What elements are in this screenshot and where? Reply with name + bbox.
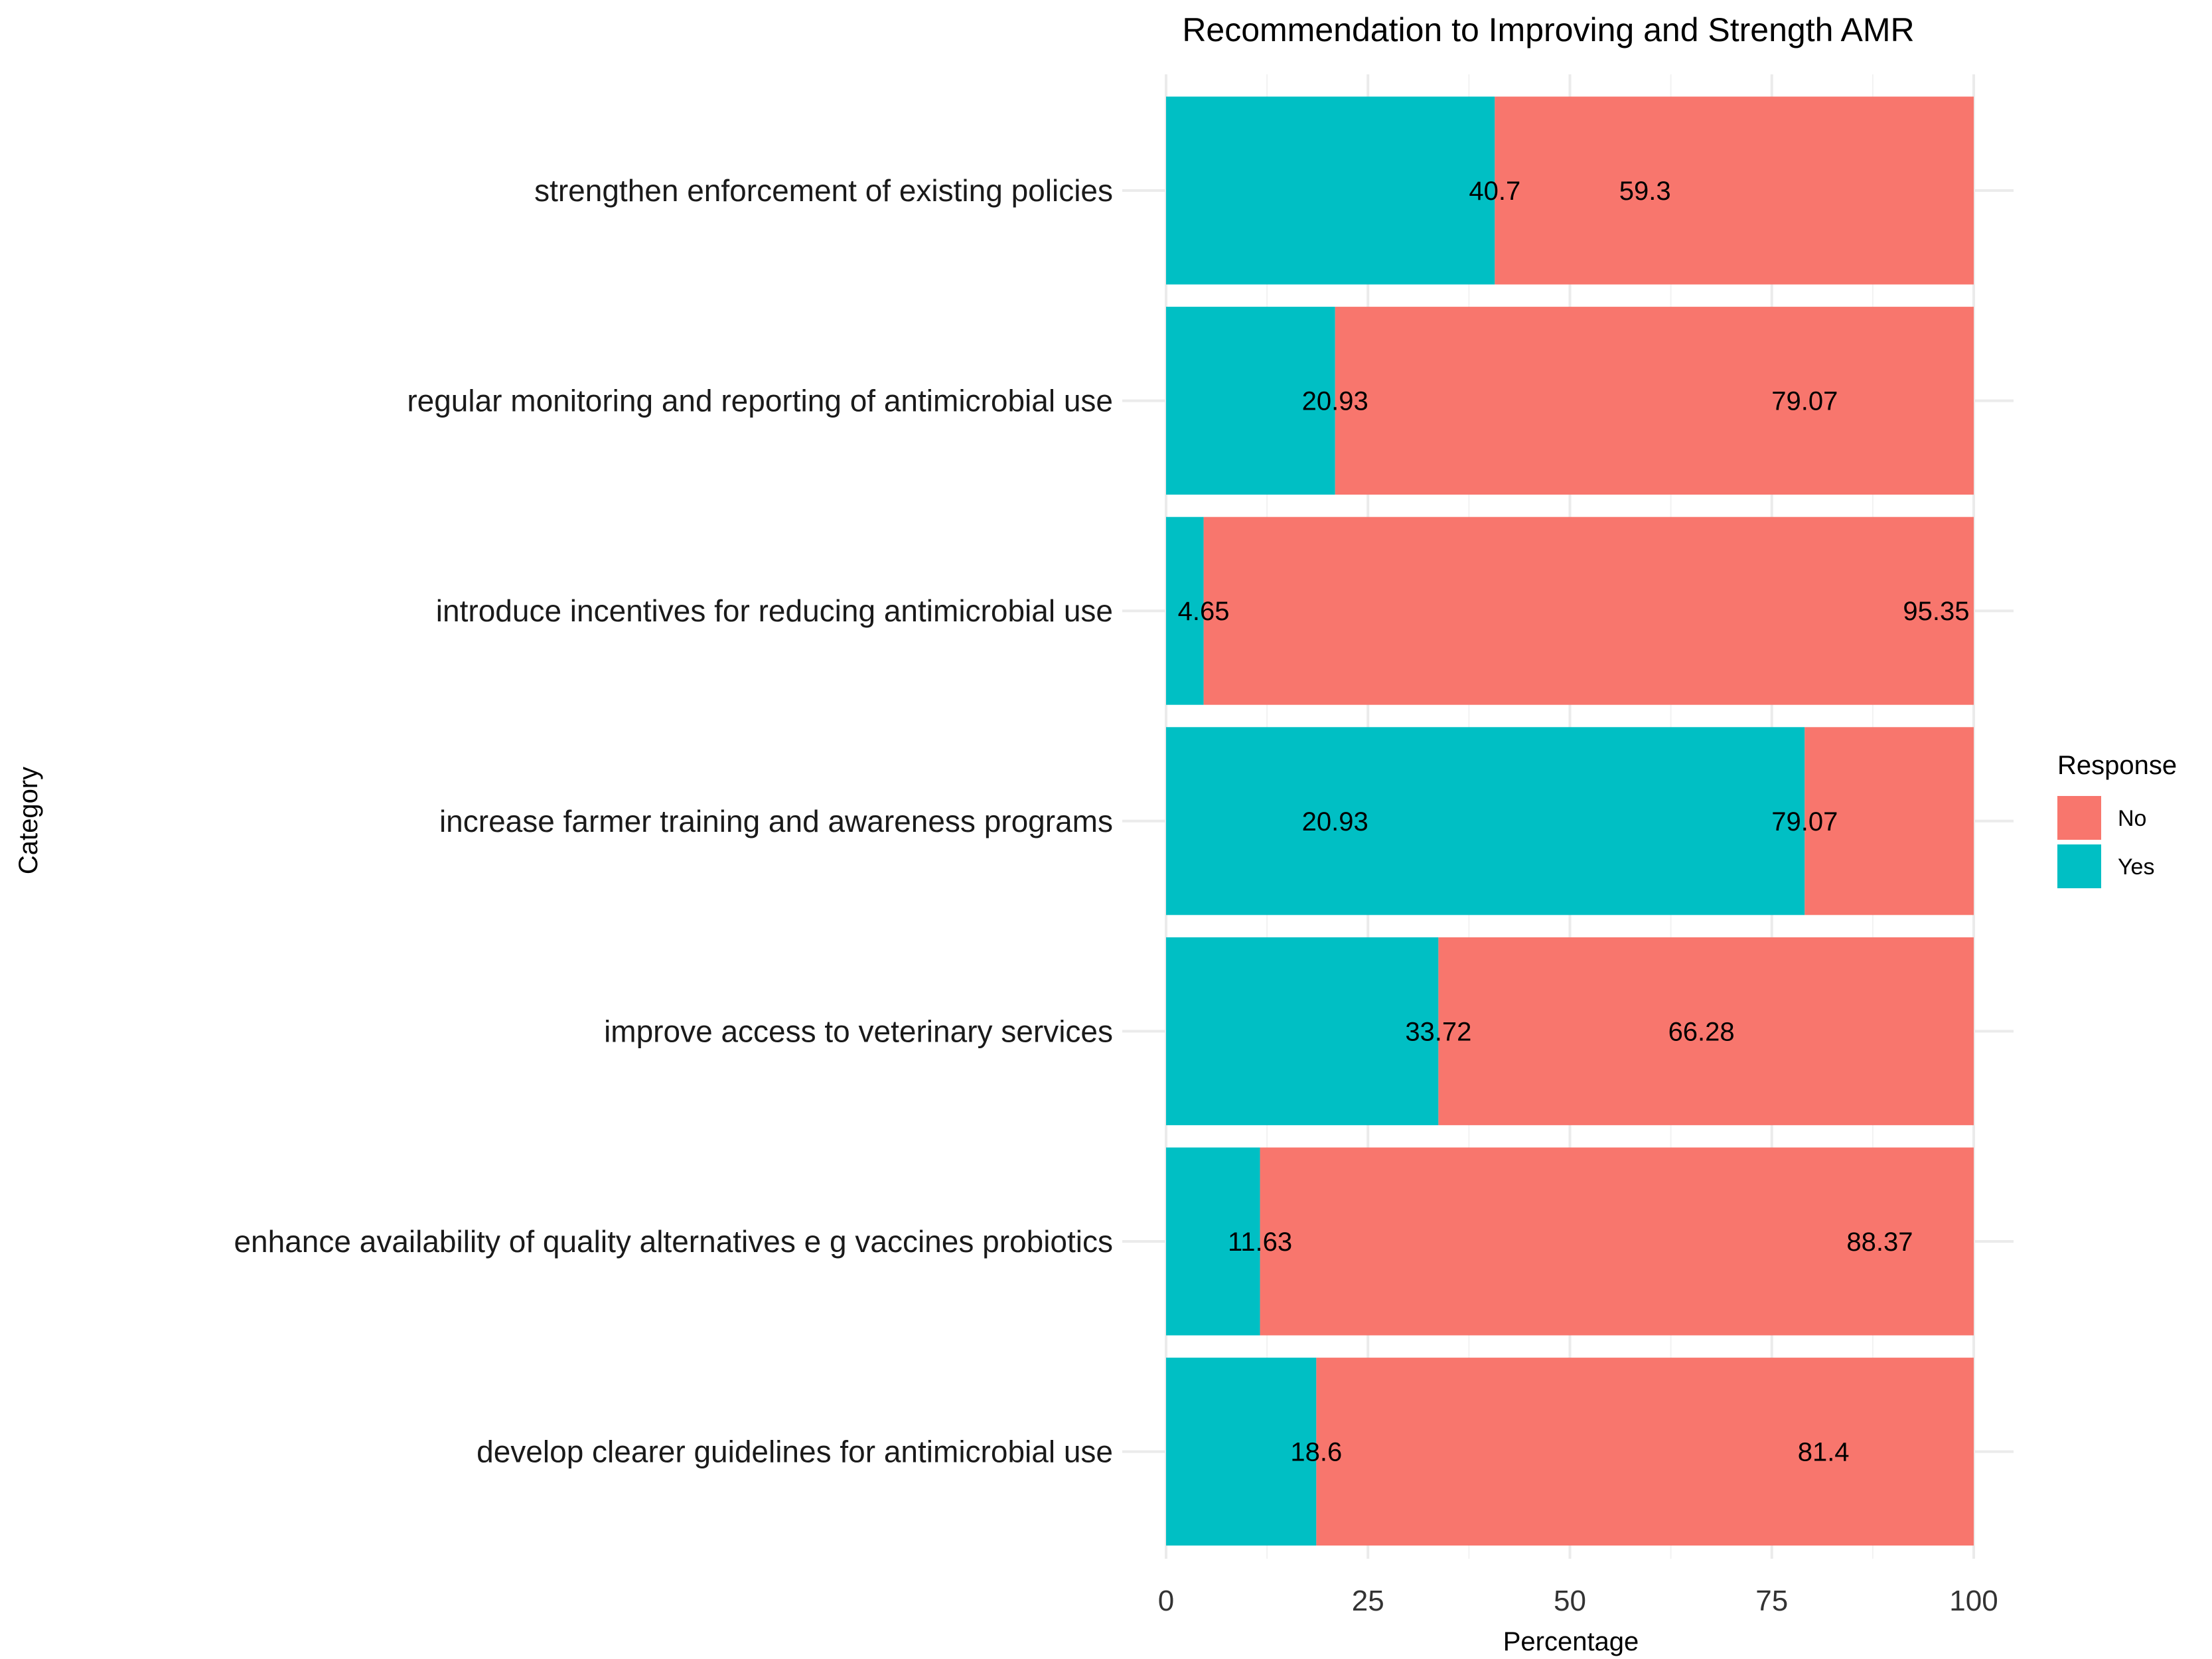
data-label-yes: 11.63 (1228, 1227, 1292, 1257)
x-axis-title: Percentage (1503, 1627, 1639, 1656)
data-label-no: 88.37 (1846, 1227, 1913, 1257)
legend-key-no (2057, 796, 2101, 840)
bar-yes (1166, 1147, 1260, 1336)
data-label-yes: 20.93 (1302, 387, 1368, 416)
y-tick-label: improve access to veterinary services (604, 1014, 1113, 1048)
y-tick-label: introduce incentives for reducing antimi… (436, 593, 1113, 628)
bar-no (1495, 96, 1974, 285)
bar-yes (1166, 516, 1204, 705)
x-tick-label: 0 (1158, 1585, 1174, 1617)
legend-label-yes: Yes (2118, 854, 2154, 880)
x-tick-label: 25 (1352, 1585, 1384, 1617)
legend-items: No Yes (2057, 796, 2154, 888)
x-tick-label: 75 (1755, 1585, 1788, 1617)
bar-no (1335, 307, 1974, 495)
y-tick-label: strengthen enforcement of existing polic… (534, 173, 1113, 208)
chart-title: Recommendation to Improving and Strength… (1182, 11, 1914, 48)
data-label-yes: 18.6 (1290, 1438, 1342, 1467)
y-tick-label: increase farmer training and awareness p… (439, 804, 1113, 838)
bar-no (1316, 1358, 1974, 1546)
data-label-yes: 20.93 (1302, 807, 1368, 836)
legend-key-yes (2057, 844, 2101, 888)
bar-layer (1166, 96, 1974, 1546)
legend: Response No Yes (2057, 751, 2177, 888)
data-label-no: 81.4 (1798, 1438, 1850, 1467)
label-layer: 40.7 59.3 20.93 79.07 4.65 95.35 20.93 79.07 33.… (1178, 177, 1970, 1467)
bar-yes (1166, 727, 1805, 915)
y-tick-label: enhance availability of quality alternat… (234, 1224, 1113, 1259)
data-label-no: 79.07 (1771, 807, 1838, 836)
data-label-yes: 4.65 (1178, 597, 1230, 626)
bar-yes (1166, 307, 1335, 495)
data-label-no: 66.28 (1668, 1017, 1735, 1046)
y-tick-label: regular monitoring and reporting of anti… (407, 384, 1113, 418)
legend-title: Response (2057, 751, 2177, 780)
data-label-no: 59.3 (1619, 177, 1671, 206)
bar-no (1438, 937, 1974, 1125)
bar-no (1203, 516, 1974, 705)
data-label-yes: 33.72 (1405, 1017, 1471, 1046)
bar-no (1805, 727, 1974, 915)
bar-yes (1166, 1358, 1317, 1546)
bar-yes (1166, 937, 1439, 1125)
bar-no (1260, 1147, 1974, 1336)
data-label-yes: 40.7 (1469, 177, 1520, 206)
axis-layer: strengthen enforcement of existing polic… (234, 173, 1998, 1617)
y-axis-title: Category (14, 767, 43, 874)
y-tick-label: develop clearer guidelines for antimicro… (477, 1435, 1113, 1469)
x-tick-label: 100 (1949, 1585, 1998, 1617)
legend-label-no: No (2118, 806, 2146, 831)
bar-yes (1166, 96, 1495, 285)
data-label-no: 79.07 (1771, 387, 1838, 416)
x-tick-label: 50 (1554, 1585, 1586, 1617)
data-label-no: 95.35 (1903, 597, 1969, 626)
